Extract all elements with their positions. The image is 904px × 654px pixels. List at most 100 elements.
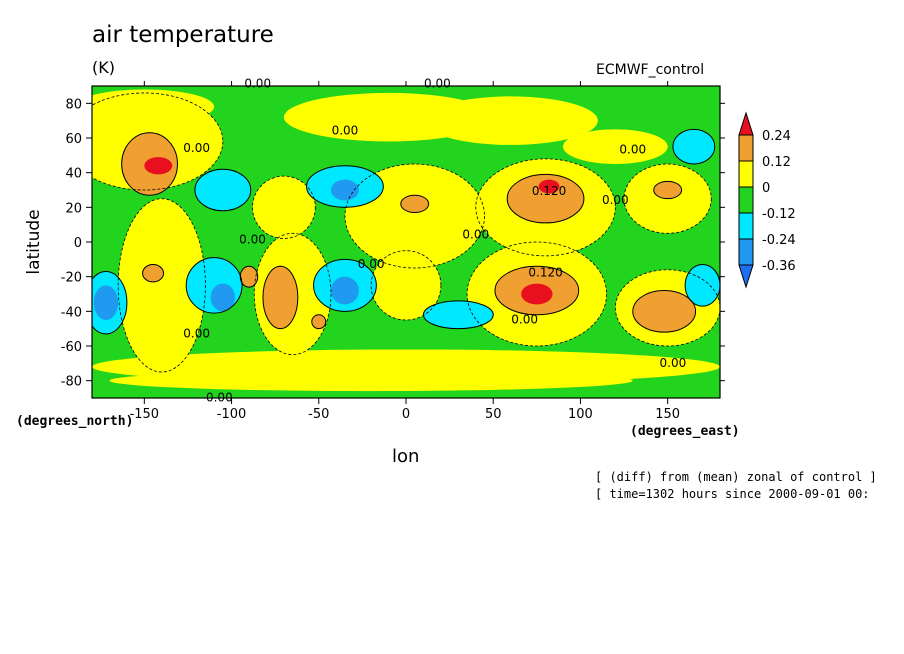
anomaly-region-cyan <box>672 129 715 165</box>
contour-label: 0.00 <box>462 228 489 242</box>
colorbar-label: 0.24 <box>762 129 791 144</box>
annotation-diff: [ (diff) from (mean) zonal of control ] <box>595 470 877 484</box>
y-tick-label: -20 <box>61 271 82 286</box>
contour-label: 0.00 <box>183 326 210 340</box>
x-axis-label: lon <box>392 446 420 467</box>
y-ticks: 80 60 40 20 0 -20 -40 -60 -80 <box>61 97 725 390</box>
contour-line <box>400 194 430 214</box>
contour-line-dashed <box>623 163 712 234</box>
contour-line <box>653 180 683 200</box>
y-tick-label: -40 <box>61 305 82 320</box>
anomaly-region-yellow <box>563 129 668 165</box>
chart-units: (K) <box>92 58 115 77</box>
y-tick-label: 80 <box>65 97 82 112</box>
colorbar-bottom-arrow <box>738 264 754 289</box>
colorbar-label: 0 <box>762 181 770 196</box>
contour-label: 0.00 <box>332 124 359 138</box>
anomaly-region-cyan <box>194 169 251 211</box>
anomaly-region-orange <box>632 290 696 333</box>
anomaly-region-orange <box>311 314 326 329</box>
y-tick-label: 40 <box>65 167 82 182</box>
anomaly-region-orange <box>653 181 682 199</box>
colorbar-segment <box>738 238 754 266</box>
contour-line-dashed <box>92 92 224 191</box>
y-tick-label: -80 <box>61 375 82 390</box>
contour-label: 0.00 <box>619 143 646 157</box>
contour-label: 0.00 <box>239 233 266 247</box>
x-tick-label: 50 <box>485 407 502 422</box>
x-ticks: -150 -100 -50 0 50 100 150 <box>130 81 680 422</box>
contour-line <box>632 290 697 333</box>
anomaly-region-cyan <box>423 300 494 329</box>
colorbar: 0.24 0.12 0 -0.12 -0.24 -0.36 <box>738 111 796 289</box>
colorbar-label: -0.36 <box>762 259 796 274</box>
anomaly-region-yellow <box>371 250 441 320</box>
contour-label: 0.00 <box>244 77 271 91</box>
contour-label: 0.00 <box>424 77 451 91</box>
anomaly-region-orange <box>142 264 164 282</box>
y-tick-label: 0 <box>74 236 82 251</box>
anomaly-region-yellow <box>423 96 598 145</box>
anomaly-region-blue <box>93 285 119 320</box>
contour-line-dashed <box>466 241 608 347</box>
contour-line <box>194 168 252 212</box>
contour-line <box>142 264 165 283</box>
anomaly-region-orange <box>240 266 258 288</box>
x-tick-label: 150 <box>655 407 680 422</box>
contour-line <box>262 265 299 330</box>
chart-title: air temperature <box>92 22 274 48</box>
contour-line <box>92 270 128 335</box>
anomaly-region-red <box>144 157 173 175</box>
x-tick-label: -150 <box>130 407 160 422</box>
contour-line-dashed <box>370 250 442 321</box>
anomaly-region-yellow <box>92 89 215 125</box>
contour-line-dashed <box>475 158 616 257</box>
x-tick-label: 100 <box>568 407 593 422</box>
anomaly-region-orange <box>262 266 298 329</box>
model-label: ECMWF_control <box>596 62 705 78</box>
colorbar-segment <box>738 134 754 162</box>
colorbar-segment <box>738 212 754 240</box>
contour-line <box>494 265 580 316</box>
anomaly-region-red <box>538 179 560 194</box>
x-tick-label: -50 <box>308 407 329 422</box>
anomaly-region-orange <box>400 195 429 213</box>
contour-label: 0.00 <box>183 141 210 155</box>
y-tick-label: 60 <box>65 132 82 147</box>
y-tick-label: 20 <box>65 201 82 216</box>
colorbar-label: -0.12 <box>762 207 796 222</box>
anomaly-region-blue <box>210 283 236 312</box>
contour-line-dashed <box>614 269 720 347</box>
colorbar-label: 0.12 <box>762 155 791 170</box>
contour-label: 0.00 <box>358 257 385 271</box>
colorbar-segment <box>738 160 754 188</box>
contour-line <box>306 165 384 208</box>
contour-label: 0.00 <box>511 312 538 326</box>
colorbar-label: -0.24 <box>762 233 796 248</box>
contour-line-dashed <box>253 232 332 356</box>
contour-label: 0.00 <box>602 193 629 207</box>
contour-label: 0.00 <box>206 390 233 404</box>
x-axis-units: (degrees_east) <box>630 424 740 439</box>
anomaly-region-red <box>521 283 553 305</box>
anomaly-region-yellow <box>252 176 316 239</box>
contour-label: 0.120 <box>528 266 562 280</box>
contour-line <box>121 132 178 196</box>
contour-label: 0.00 <box>660 356 687 370</box>
contour-line-dashed <box>117 198 206 373</box>
contour-line-dashed <box>252 175 316 239</box>
y-tick-label: -60 <box>61 340 82 355</box>
contour-line <box>311 314 327 330</box>
contour-line <box>422 300 494 330</box>
contour-line-dashed <box>344 163 485 269</box>
anomaly-region-yellow <box>109 370 633 392</box>
contour-labels: 0.00 0.00 0.00 0.00 0.00 0.120 0.120 0.00 0.00 0.… <box>183 77 686 405</box>
annotation-time: [ time=1302 hours since 2000-09-01 00: <box>595 487 870 501</box>
plot-field <box>92 86 720 398</box>
colorbar-segment <box>738 186 754 214</box>
anomaly-region-blue <box>330 179 359 201</box>
contour-line <box>185 257 243 314</box>
contour-line <box>313 258 377 312</box>
anomaly-region-orange <box>507 174 584 223</box>
